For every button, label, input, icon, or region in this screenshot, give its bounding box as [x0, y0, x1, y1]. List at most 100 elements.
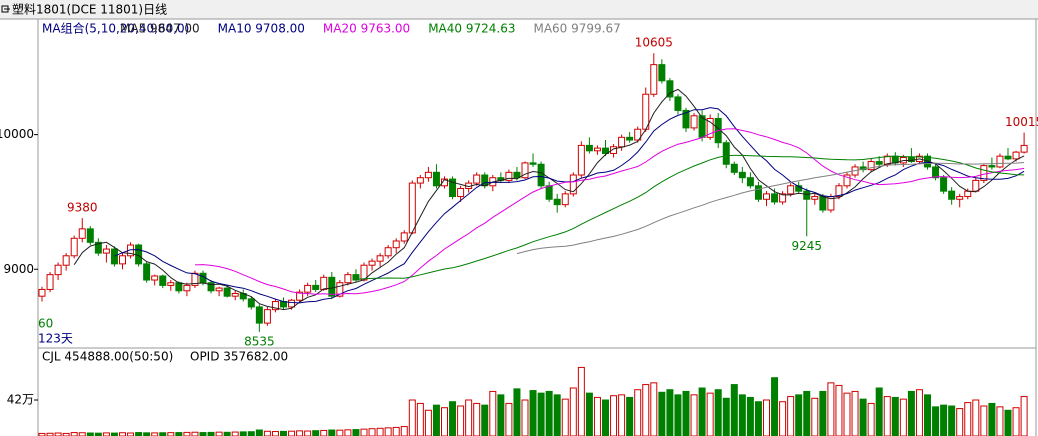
- candle-body: [102, 248, 110, 254]
- volume-bar: [859, 398, 867, 436]
- candle-body: [384, 247, 392, 257]
- candle-body: [674, 96, 682, 111]
- candle-body: [110, 248, 118, 265]
- volume-bar: [199, 432, 207, 436]
- candle-body: [38, 288, 46, 297]
- candle-body: [956, 196, 964, 200]
- chart-title: 塑料1801(DCE 11801)日线: [12, 2, 167, 17]
- candle-body: [521, 162, 529, 179]
- candle-body: [561, 193, 569, 206]
- candle-body: [642, 93, 650, 130]
- volume-bar: [376, 427, 384, 436]
- candle-body: [690, 115, 698, 129]
- volume-bar: [489, 390, 497, 436]
- candle-body: [344, 274, 352, 284]
- candle-body: [545, 185, 553, 200]
- candle-body: [819, 196, 827, 211]
- volume-bar: [948, 405, 956, 436]
- corner-label: 123天: [38, 332, 73, 346]
- volume-bar: [473, 402, 481, 436]
- candle-body: [811, 196, 819, 200]
- volume-bar: [569, 387, 577, 436]
- indicator-title: MA组合(5,10,20,40,60,0): [42, 21, 189, 36]
- candle-body: [779, 193, 787, 203]
- volume-bar: [682, 390, 690, 436]
- candle-body: [529, 162, 537, 165]
- candle-body: [626, 136, 634, 141]
- volume-bar: [988, 402, 996, 436]
- volume-bar: [521, 399, 529, 436]
- volume-bar: [932, 406, 940, 436]
- volume-bar: [883, 396, 891, 436]
- volume-bar: [891, 396, 899, 436]
- candle-body: [207, 282, 215, 292]
- title-bar: [0, 0, 1038, 19]
- volume-bar: [642, 384, 650, 436]
- candle-body: [730, 163, 738, 173]
- volume-bar: [875, 387, 883, 436]
- candle-body: [432, 171, 440, 187]
- legend-entry: MA5 9847.00: [120, 22, 200, 36]
- volume-bar: [457, 405, 465, 436]
- candle-body: [376, 255, 384, 262]
- volume-bar: [215, 431, 223, 436]
- volume-bar: [505, 402, 513, 436]
- volume-bar: [650, 382, 658, 436]
- volume-bar: [1020, 396, 1028, 436]
- candle-body: [634, 128, 642, 141]
- candle-body: [610, 146, 618, 154]
- volume-bar: [787, 396, 795, 436]
- candle-body: [62, 255, 70, 266]
- candle-body: [980, 165, 988, 181]
- volume-bar: [674, 394, 682, 436]
- candle-body: [988, 165, 996, 168]
- candle-body: [795, 185, 803, 192]
- volume-bar: [706, 392, 714, 436]
- volume-bar: [231, 431, 239, 436]
- candle-body: [682, 109, 690, 129]
- candle-body: [1012, 151, 1020, 160]
- volume-bar: [577, 366, 585, 436]
- volume-bar: [835, 384, 843, 436]
- volume-bar: [392, 426, 400, 436]
- candle-body: [215, 287, 223, 292]
- candle-body: [577, 144, 585, 176]
- volume-bar: [255, 429, 263, 436]
- candle-body: [585, 144, 593, 152]
- candle-body: [803, 190, 811, 200]
- volume-bar: [135, 432, 143, 436]
- volume-bar: [271, 431, 279, 436]
- volume-bar: [223, 431, 231, 436]
- legend-entry: MA40 9724.63: [428, 22, 515, 36]
- annotation: 10015: [1005, 115, 1038, 129]
- candle-body: [763, 193, 770, 200]
- candle-body: [449, 178, 457, 198]
- volume-bar: [175, 432, 183, 436]
- candle-body: [54, 264, 62, 276]
- volume-bar: [384, 427, 392, 436]
- candle-body: [255, 306, 263, 324]
- candle-body: [159, 275, 167, 286]
- candle-body: [553, 198, 561, 206]
- volume-bar: [618, 394, 626, 436]
- volume-bar: [263, 430, 271, 436]
- volume-bar: [746, 396, 754, 436]
- candle-body: [867, 161, 875, 171]
- volume-bar: [763, 399, 770, 436]
- volume-bar: [54, 432, 62, 436]
- candle-body: [167, 282, 175, 286]
- candle-body: [843, 174, 851, 187]
- volume-bar: [771, 377, 779, 436]
- volume-bar: [344, 429, 352, 436]
- y-tick-label: 42万: [7, 393, 34, 407]
- volume-bar: [779, 401, 787, 436]
- candle-body: [875, 161, 883, 165]
- volume-bar: [1004, 409, 1012, 436]
- candle-body: [754, 185, 762, 200]
- volume-bar: [127, 432, 135, 436]
- volume-bar: [336, 429, 344, 436]
- volume-bar: [907, 390, 915, 436]
- candle-body: [932, 166, 940, 179]
- candle-body: [787, 185, 795, 195]
- volume-bar: [972, 399, 980, 436]
